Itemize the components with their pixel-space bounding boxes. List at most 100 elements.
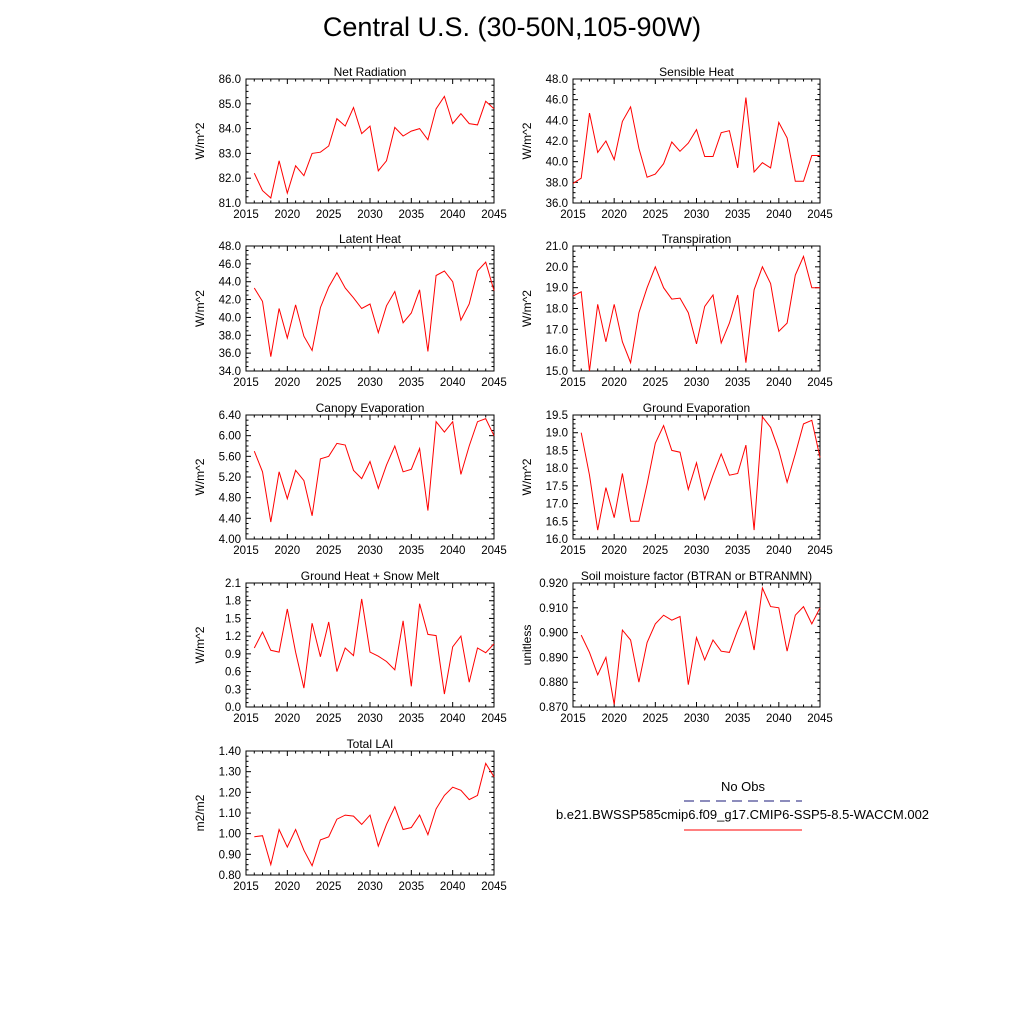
page-title: Central U.S. (30-50N,105-90W) [322,12,702,42]
panel-title: Transpiration [662,232,732,246]
x-tick-label: 2035 [399,713,425,725]
x-tick-label: 2035 [399,377,425,389]
y-tick-label: 48.0 [546,74,568,86]
y-axis-label: m2/m2 [193,794,207,831]
x-tick-label: 2045 [807,377,833,389]
x-tick-label: 2040 [766,545,792,557]
y-tick-label: 18.0 [546,304,568,316]
x-tick-label: 2040 [440,545,466,557]
x-tick-label: 2020 [275,881,301,893]
series-line [580,586,821,705]
y-axis-label: unitless [520,625,534,666]
x-tick-label: 2035 [399,545,425,557]
y-tick-label: 81.0 [219,198,241,210]
x-tick-label: 2030 [684,377,710,389]
x-tick-label: 2030 [357,377,383,389]
x-tick-label: 2035 [725,209,751,221]
x-tick-label: 2045 [481,713,507,725]
y-axis-label: W/m^2 [520,290,534,327]
y-axis-label: W/m^2 [193,458,207,495]
legend [684,800,802,831]
plot-frame [245,414,495,540]
y-tick-label: 6.40 [219,410,241,422]
y-tick-label: 19.0 [546,428,568,440]
x-tick-label: 2030 [357,881,383,893]
x-tick-label: 2035 [725,377,751,389]
plot-frame [245,582,495,708]
x-tick-label: 2025 [643,713,669,725]
y-tick-label: 38.0 [546,177,568,189]
y-tick-label: 0.920 [539,578,568,590]
x-tick-label: 2020 [601,545,627,557]
chart-panel: Canopy Evaporation W/m^2 4.00 4.40 4.80 5.20 5… [193,401,507,557]
y-tick-label: 1.40 [219,746,241,758]
x-tick-label: 2015 [233,881,259,893]
y-axis-label: W/m^2 [193,290,207,327]
y-tick-label: 38.0 [219,330,241,342]
plot-frame [572,78,821,204]
y-tick-label: 0.3 [225,684,241,696]
y-tick-label: 36.0 [546,198,568,210]
panel-title: Ground Heat + Snow Melt [301,569,440,583]
x-tick-label: 2020 [601,209,627,221]
x-tick-label: 2020 [275,209,301,221]
y-tick-label: 0.900 [539,628,568,640]
plot-frame [245,78,495,204]
x-tick-label: 2035 [725,545,751,557]
x-tick-label: 2020 [275,377,301,389]
x-tick-label: 2015 [233,713,259,725]
x-tick-label: 2015 [233,209,259,221]
plot-frame [572,414,821,540]
y-axis-label: W/m^2 [520,458,534,495]
x-tick-label: 2025 [643,377,669,389]
panel-title: Soil moisture factor (BTRAN or BTRANMN) [581,569,812,583]
x-tick-label: 2025 [316,377,342,389]
y-tick-label: 19.5 [546,410,568,422]
chart-panel: Sensible Heat W/m^2 36.0 38.0 40.0 42.0 44.0 46… [520,65,833,221]
y-axis-label: W/m^2 [520,122,534,159]
y-tick-label: 0.890 [539,652,568,664]
y-tick-label: 17.0 [546,499,568,511]
y-tick-label: 18.0 [546,463,568,475]
x-tick-label: 2025 [316,545,342,557]
y-tick-label: 15.0 [546,366,568,378]
y-tick-label: 44.0 [219,277,241,289]
plot-frame [245,750,495,876]
series-line [572,97,820,184]
x-tick-label: 2030 [684,713,710,725]
x-tick-label: 2045 [807,209,833,221]
y-tick-label: 34.0 [219,366,241,378]
y-tick-label: 0.6 [225,667,241,679]
y-tick-label: 46.0 [546,95,568,107]
panel-title: Total LAI [347,737,394,751]
y-tick-label: 40.0 [219,312,241,324]
x-tick-label: 2025 [643,545,669,557]
x-tick-label: 2015 [560,209,586,221]
series-line [580,415,821,531]
y-tick-label: 1.10 [219,808,241,820]
series-line [253,261,495,357]
x-tick-label: 2030 [357,209,383,221]
y-tick-label: 4.40 [219,513,241,525]
plot-frame [572,245,821,372]
x-tick-label: 2025 [643,209,669,221]
y-axis-label: W/m^2 [193,122,207,159]
x-tick-label: 2040 [440,209,466,221]
y-tick-label: 19.0 [546,283,568,295]
y-tick-label: 48.0 [219,241,241,253]
x-tick-label: 2015 [560,713,586,725]
x-tick-label: 2035 [399,209,425,221]
y-tick-label: 21.0 [546,241,568,253]
panel-title: Net Radiation [334,65,407,79]
y-tick-label: 83.0 [219,148,241,160]
y-tick-label: 4.00 [219,534,241,546]
y-tick-label: 82.0 [219,173,241,185]
panel-title: Canopy Evaporation [316,401,425,415]
x-tick-label: 2020 [275,545,301,557]
x-tick-label: 2015 [233,545,259,557]
x-tick-label: 2030 [357,545,383,557]
y-tick-label: 46.0 [219,259,241,271]
x-tick-label: 2040 [440,713,466,725]
x-tick-label: 2035 [725,713,751,725]
x-tick-label: 2030 [684,209,710,221]
